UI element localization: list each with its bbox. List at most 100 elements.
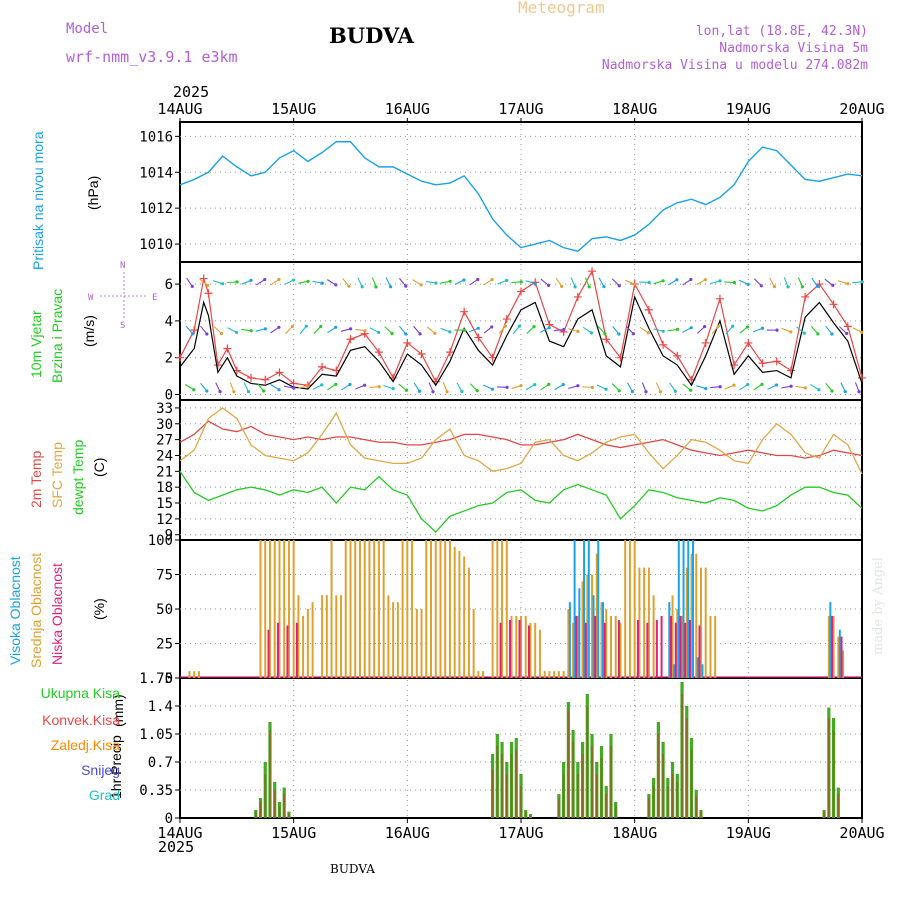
wind-arrow-head [320,383,323,386]
lonlat-label: lon,lat (18.8E, 42.3N) [696,25,868,38]
wind-arrow-head [830,389,833,392]
wind-arrow-head [703,325,706,328]
wind-gust-marker [588,267,596,275]
precip-convective-bar [615,806,617,818]
wind-arrow-head [419,283,422,286]
dewpt-title: dewpt Temp [71,440,85,515]
wind-arrow-head [191,332,194,335]
wind-arrow-head [505,386,508,389]
wind-arrow-head [361,285,364,288]
wind-arrow-head [775,329,778,332]
wind-arrow-head [247,390,250,393]
ytick-label-pressure: 1012 [139,201,173,217]
compass-s: S [120,321,125,331]
wind-gust-marker [702,339,710,347]
wind-arrow-head [857,390,860,393]
wind-gust-marker [200,275,208,283]
wind-arrow-head [390,332,393,335]
x-tick-label-top: 19AUG [726,100,771,118]
precip-convective-bar [497,746,499,818]
wind-arrow-head [218,390,221,393]
wind-arrow-head [505,279,508,282]
cloud-unit: (%) [92,598,106,620]
panel-frame-pressure [180,122,862,262]
wind-arrow-head [306,280,309,283]
ytick-label-clouds: 100 [148,533,173,549]
wind-arrow-head [534,282,537,285]
wind-arrow-head [816,285,819,288]
wind-arrow-head [786,285,789,288]
wind-arrow-head [235,331,238,334]
wind-arrow-head [690,326,693,329]
precip-convective-bar [558,798,560,818]
wind-arrow-head [431,390,434,393]
ytick-label-precip: 1.75 [139,671,173,687]
x-tick-label-bottom: 15AUG [271,824,316,842]
wind-arrow-head [816,332,819,335]
precip-convective-bar [501,754,503,818]
pressure-title: Pritisak na nivou mora [31,131,45,270]
wind-arrow-head [277,278,280,281]
wind-arrow-head [576,330,579,333]
wind-arrow-head [704,387,707,390]
compass-e: E [152,293,157,303]
wind-arrow-head [746,325,749,328]
wind-arrow-head [292,278,295,281]
wind-arrow-head [533,383,536,386]
ytick-label-wind: 2 [165,351,173,367]
wind-arrow-head [731,325,734,328]
ytick-label-wind: 6 [165,277,173,293]
wind-arrow-head [448,330,451,333]
wind-arrow-head [491,388,494,391]
ytick-label-clouds: 75 [156,568,173,584]
x-tick-label-bottom: 17AUG [498,824,543,842]
precip-convective-bar [568,710,570,818]
wind-arrow-head [377,331,380,334]
wind-arrow-head [334,283,337,286]
wind-arrow-head [476,278,479,281]
high-cloud-title: Visoka Oblacnost [8,556,22,665]
wind-arrow-head [232,390,235,393]
wind-gust-marker [517,287,525,295]
precip-convective-bar [605,794,607,818]
precip-convective-bar [582,754,584,818]
wind-arrow-head [263,278,266,281]
wind-arrow-head [675,278,678,281]
x-tick-label-top: 15AUG [271,100,316,118]
wind-arrow-head [291,325,294,328]
ytick-label-wind: 4 [165,314,173,330]
wind-arrow-head [321,282,324,285]
wind-arrow-head [477,327,480,330]
wind-arrow-head [674,390,677,393]
wind-arrow-head [618,284,621,287]
wind-arrow-head [434,281,437,284]
wind-arrow-head [760,383,763,386]
x-tick-label-top: 16AUG [385,100,430,118]
wind-arrow-head [490,278,493,281]
x-tick-label-bottom: 18AUG [612,824,657,842]
precip-convective-bar [823,812,825,818]
precip-convective-bar [667,786,669,818]
precip-convective-bar [520,786,522,818]
ytick-label-clouds: 25 [156,637,173,653]
wind-arrow-head [206,284,209,287]
wind-gust-marker [744,339,752,347]
wind-arrow-head [191,285,194,288]
wind-arrow-head [463,328,466,331]
wind-arrow-head [334,326,337,329]
ytick-label-temperature: 27 [156,433,173,449]
wind-arrow-head [644,390,647,393]
wind-arrow-head [305,325,308,328]
precip-convective-bar [264,774,266,818]
wind-arrow-head [277,388,280,391]
legend-graupel: Grad [0,787,120,803]
compass-n: N [120,261,125,271]
legend-freezing-rain: Zaledj.Kisa [0,737,120,753]
precip-convective-bar [838,794,840,818]
wind-gust-marker [759,359,767,367]
wind-arrow-head [562,383,565,386]
precip-convective-bar [653,786,655,818]
wind-arrow-head [418,390,421,393]
wind-arrow-head [732,384,735,387]
wind-arrow-head [775,383,778,386]
